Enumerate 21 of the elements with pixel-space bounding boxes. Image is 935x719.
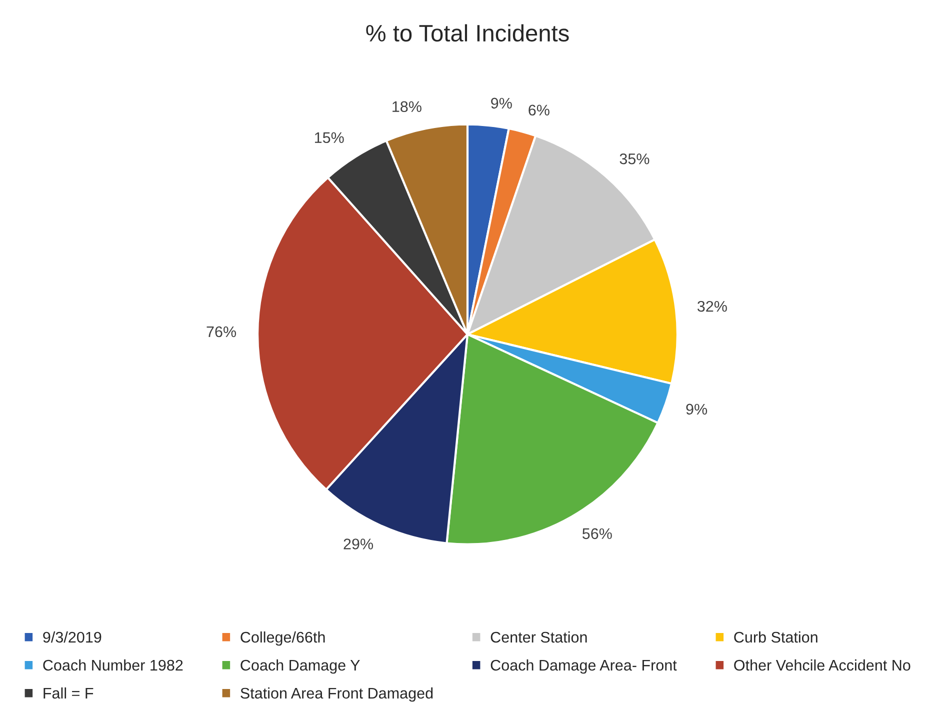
data-label: 35% <box>620 153 650 164</box>
legend-label: Coach Number 1982 <box>43 659 183 671</box>
legend-label: Other Vehcile Accident No <box>734 659 910 671</box>
data-label: 15% <box>314 132 344 144</box>
data-label: 32% <box>697 300 727 312</box>
data-label: 56% <box>582 528 612 540</box>
data-label: 76% <box>206 326 236 338</box>
data-label: 9% <box>686 404 708 415</box>
data-label: 29% <box>344 538 374 550</box>
legend-label: 9/3/2019 <box>43 631 102 643</box>
data-label: 6% <box>528 104 550 116</box>
legend-label: Coach Damage Area- Front <box>490 659 677 674</box>
legend-label: Center Station <box>490 631 587 643</box>
data-label: 9% <box>491 98 512 109</box>
legend-label: College/66th <box>240 631 325 646</box>
legend-label: Curb Station <box>734 631 818 643</box>
legend-label: Station Area Front Damaged <box>240 687 433 702</box>
legend-label: Fall = F <box>44 687 94 699</box>
data-label: 18% <box>392 101 422 112</box>
legend-label: Coach Damage Y <box>240 659 360 674</box>
chart-title: % to Total Incidents <box>366 24 569 42</box>
